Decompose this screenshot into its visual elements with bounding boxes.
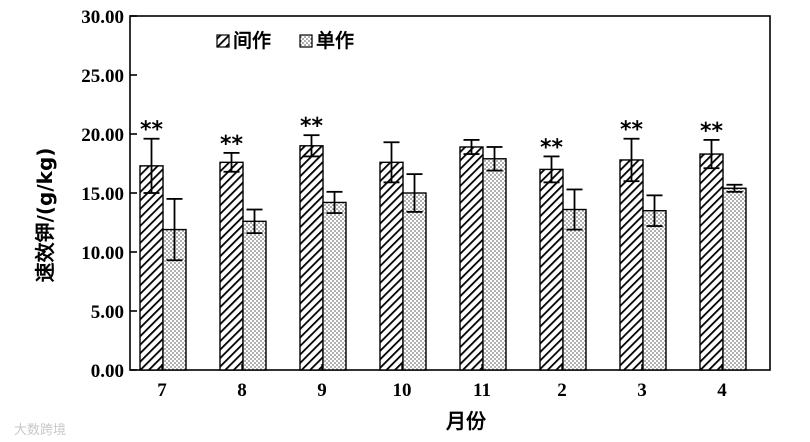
significance-label: ** (700, 119, 724, 144)
watermark: 大数跨境 (14, 423, 66, 438)
bar-intercrop (459, 146, 484, 371)
bar-intercrop (299, 145, 324, 371)
x-tick-label: 3 (637, 380, 647, 401)
bar-monocrop (562, 208, 587, 371)
y-tick-label: 20.00 (81, 125, 124, 146)
y-tick-label: 30.00 (81, 7, 124, 28)
bar-monocrop (642, 209, 667, 371)
bar-monocrop (242, 220, 267, 371)
significance-label: ** (140, 118, 164, 143)
legend-label: 间作 (233, 29, 271, 52)
significance-label: ** (220, 132, 244, 157)
x-tick-label: 2 (557, 380, 567, 401)
y-tick-label: 5.00 (91, 302, 124, 323)
y-axis-title: 速效钾/(g/kg) (33, 148, 57, 283)
y-tick-label: 0.00 (91, 361, 124, 382)
x-axis-title: 月份 (445, 409, 487, 433)
y-tick-label: 10.00 (81, 243, 124, 264)
legend-swatch-intercrop (216, 34, 230, 48)
significance-label: ** (300, 114, 324, 139)
x-tick-label: 4 (717, 380, 727, 401)
bar-monocrop (722, 187, 747, 371)
x-tick-label: 8 (237, 380, 247, 401)
bar-monocrop (322, 201, 347, 371)
bar-intercrop (379, 161, 404, 371)
significance-label: ** (620, 118, 644, 143)
plot-area: ** ** ** ** ** ** (129, 15, 771, 371)
legend: 间作 单作 (216, 29, 354, 52)
x-tick-label: 11 (473, 380, 491, 401)
x-tick-label: 10 (393, 380, 412, 401)
y-tick-label: 25.00 (81, 66, 124, 87)
legend-label: 单作 (316, 29, 354, 52)
bar-intercrop (219, 161, 244, 371)
x-tick-label: 7 (157, 380, 167, 401)
bar-intercrop (539, 168, 564, 371)
bar-intercrop (139, 165, 164, 371)
x-axis-ticks: 7 8 9 10 11 2 3 4 (157, 364, 727, 401)
y-tick-label: 15.00 (81, 184, 124, 205)
legend-swatch-monocrop (299, 34, 313, 48)
bar-monocrop (482, 158, 507, 371)
bar-intercrop (699, 153, 724, 371)
y-axis-ticks: 0.00 5.00 10.00 15.00 20.00 25.00 30.00 (81, 7, 137, 382)
x-tick-label: 9 (317, 380, 327, 401)
significance-label: ** (540, 135, 564, 160)
bar-intercrop (619, 159, 644, 371)
bar-monocrop (402, 192, 427, 371)
